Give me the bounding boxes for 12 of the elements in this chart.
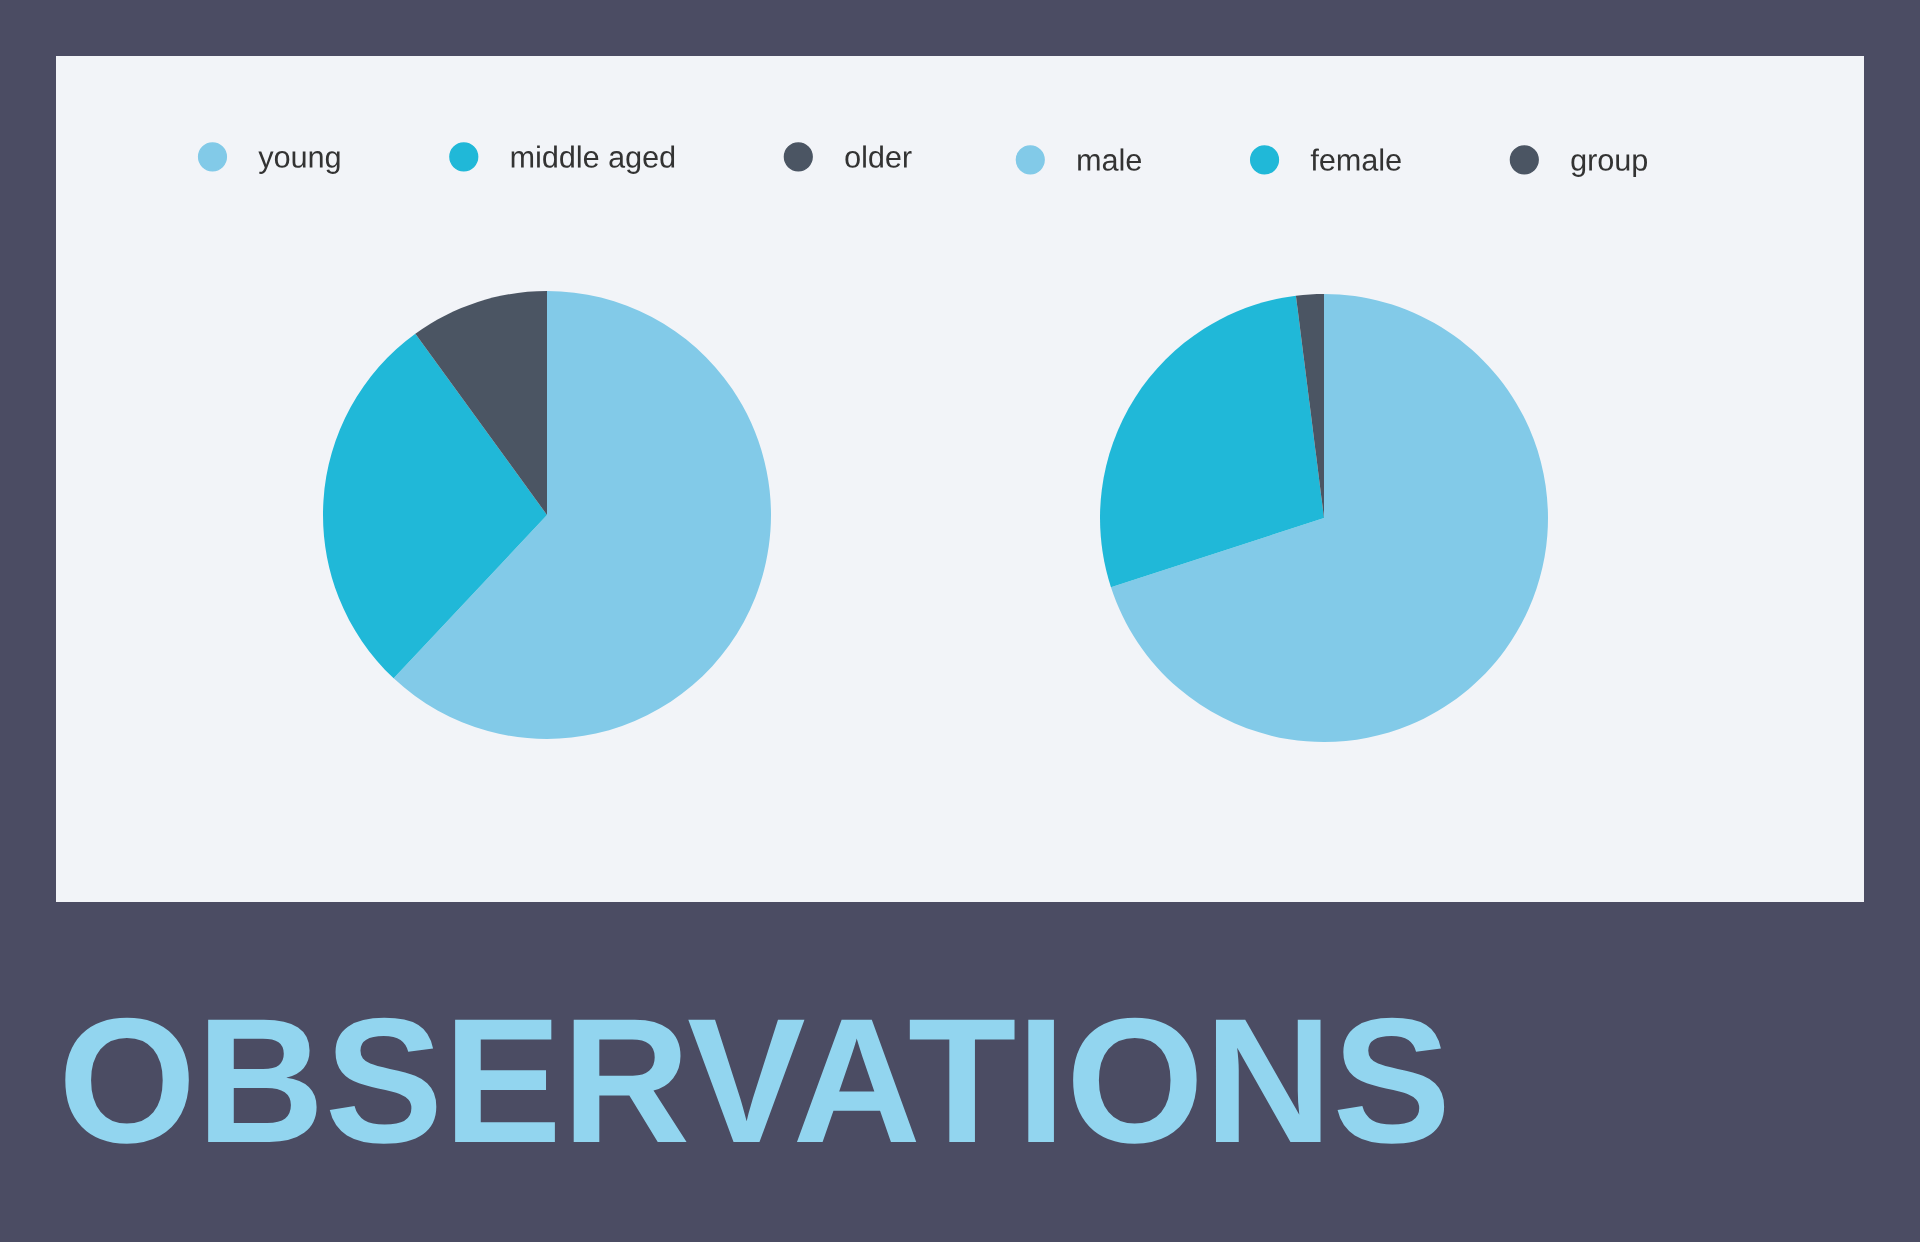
pie-slice <box>1110 294 1548 742</box>
pie-slice <box>393 291 771 739</box>
legend-label: young <box>258 151 340 174</box>
legend-label: group <box>1571 154 1648 177</box>
pie-slice <box>323 333 547 679</box>
pie-slice <box>415 291 547 515</box>
legend-label: middle aged <box>511 145 675 174</box>
legend-label: older <box>845 145 912 168</box>
legend-label: female <box>1310 148 1401 171</box>
legend-label: male <box>1078 148 1141 171</box>
pie-slice <box>1100 295 1324 588</box>
text: OBSERVATIONS <box>65 1017 1445 1144</box>
